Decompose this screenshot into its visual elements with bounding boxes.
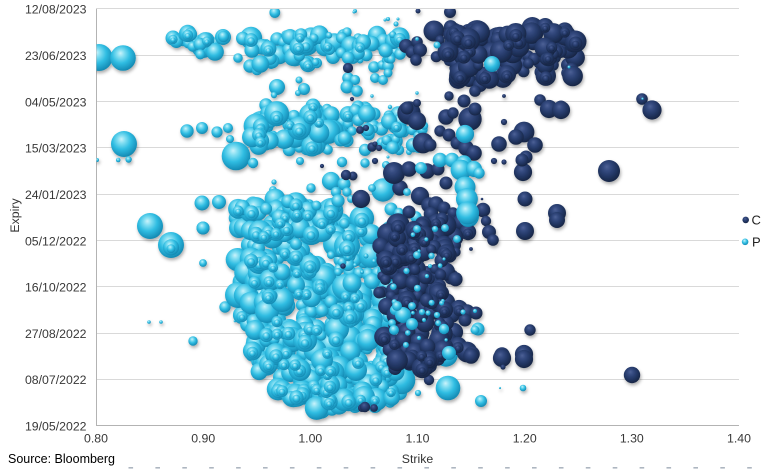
svg-text:16/10/2022: 16/10/2022 [25,281,87,295]
svg-text:24/01/2023: 24/01/2023 [25,188,87,202]
svg-text:1.00: 1.00 [298,432,322,446]
svg-text:1.20: 1.20 [513,432,537,446]
svg-text:27/08/2022: 27/08/2022 [25,327,87,341]
svg-text:Expiry: Expiry [8,198,22,233]
svg-text:P: P [752,235,761,250]
svg-text:05/12/2022: 05/12/2022 [25,234,87,248]
svg-text:1.10: 1.10 [406,432,430,446]
svg-text:0.80: 0.80 [84,432,108,446]
svg-text:23/06/2023: 23/06/2023 [25,49,87,63]
svg-text:1.30: 1.30 [620,432,644,446]
svg-text:04/05/2023: 04/05/2023 [25,95,87,109]
svg-text:C: C [752,213,761,228]
svg-text:1.40: 1.40 [727,432,751,446]
svg-text:0.90: 0.90 [191,432,215,446]
svg-text:19/05/2022: 19/05/2022 [25,420,87,434]
svg-text:Strike: Strike [402,452,434,466]
svg-text:15/03/2023: 15/03/2023 [25,142,87,156]
svg-text:08/07/2022: 08/07/2022 [25,373,87,387]
svg-text:Source: Bloomberg: Source: Bloomberg [8,452,115,466]
svg-text:12/08/2023: 12/08/2023 [25,3,87,17]
